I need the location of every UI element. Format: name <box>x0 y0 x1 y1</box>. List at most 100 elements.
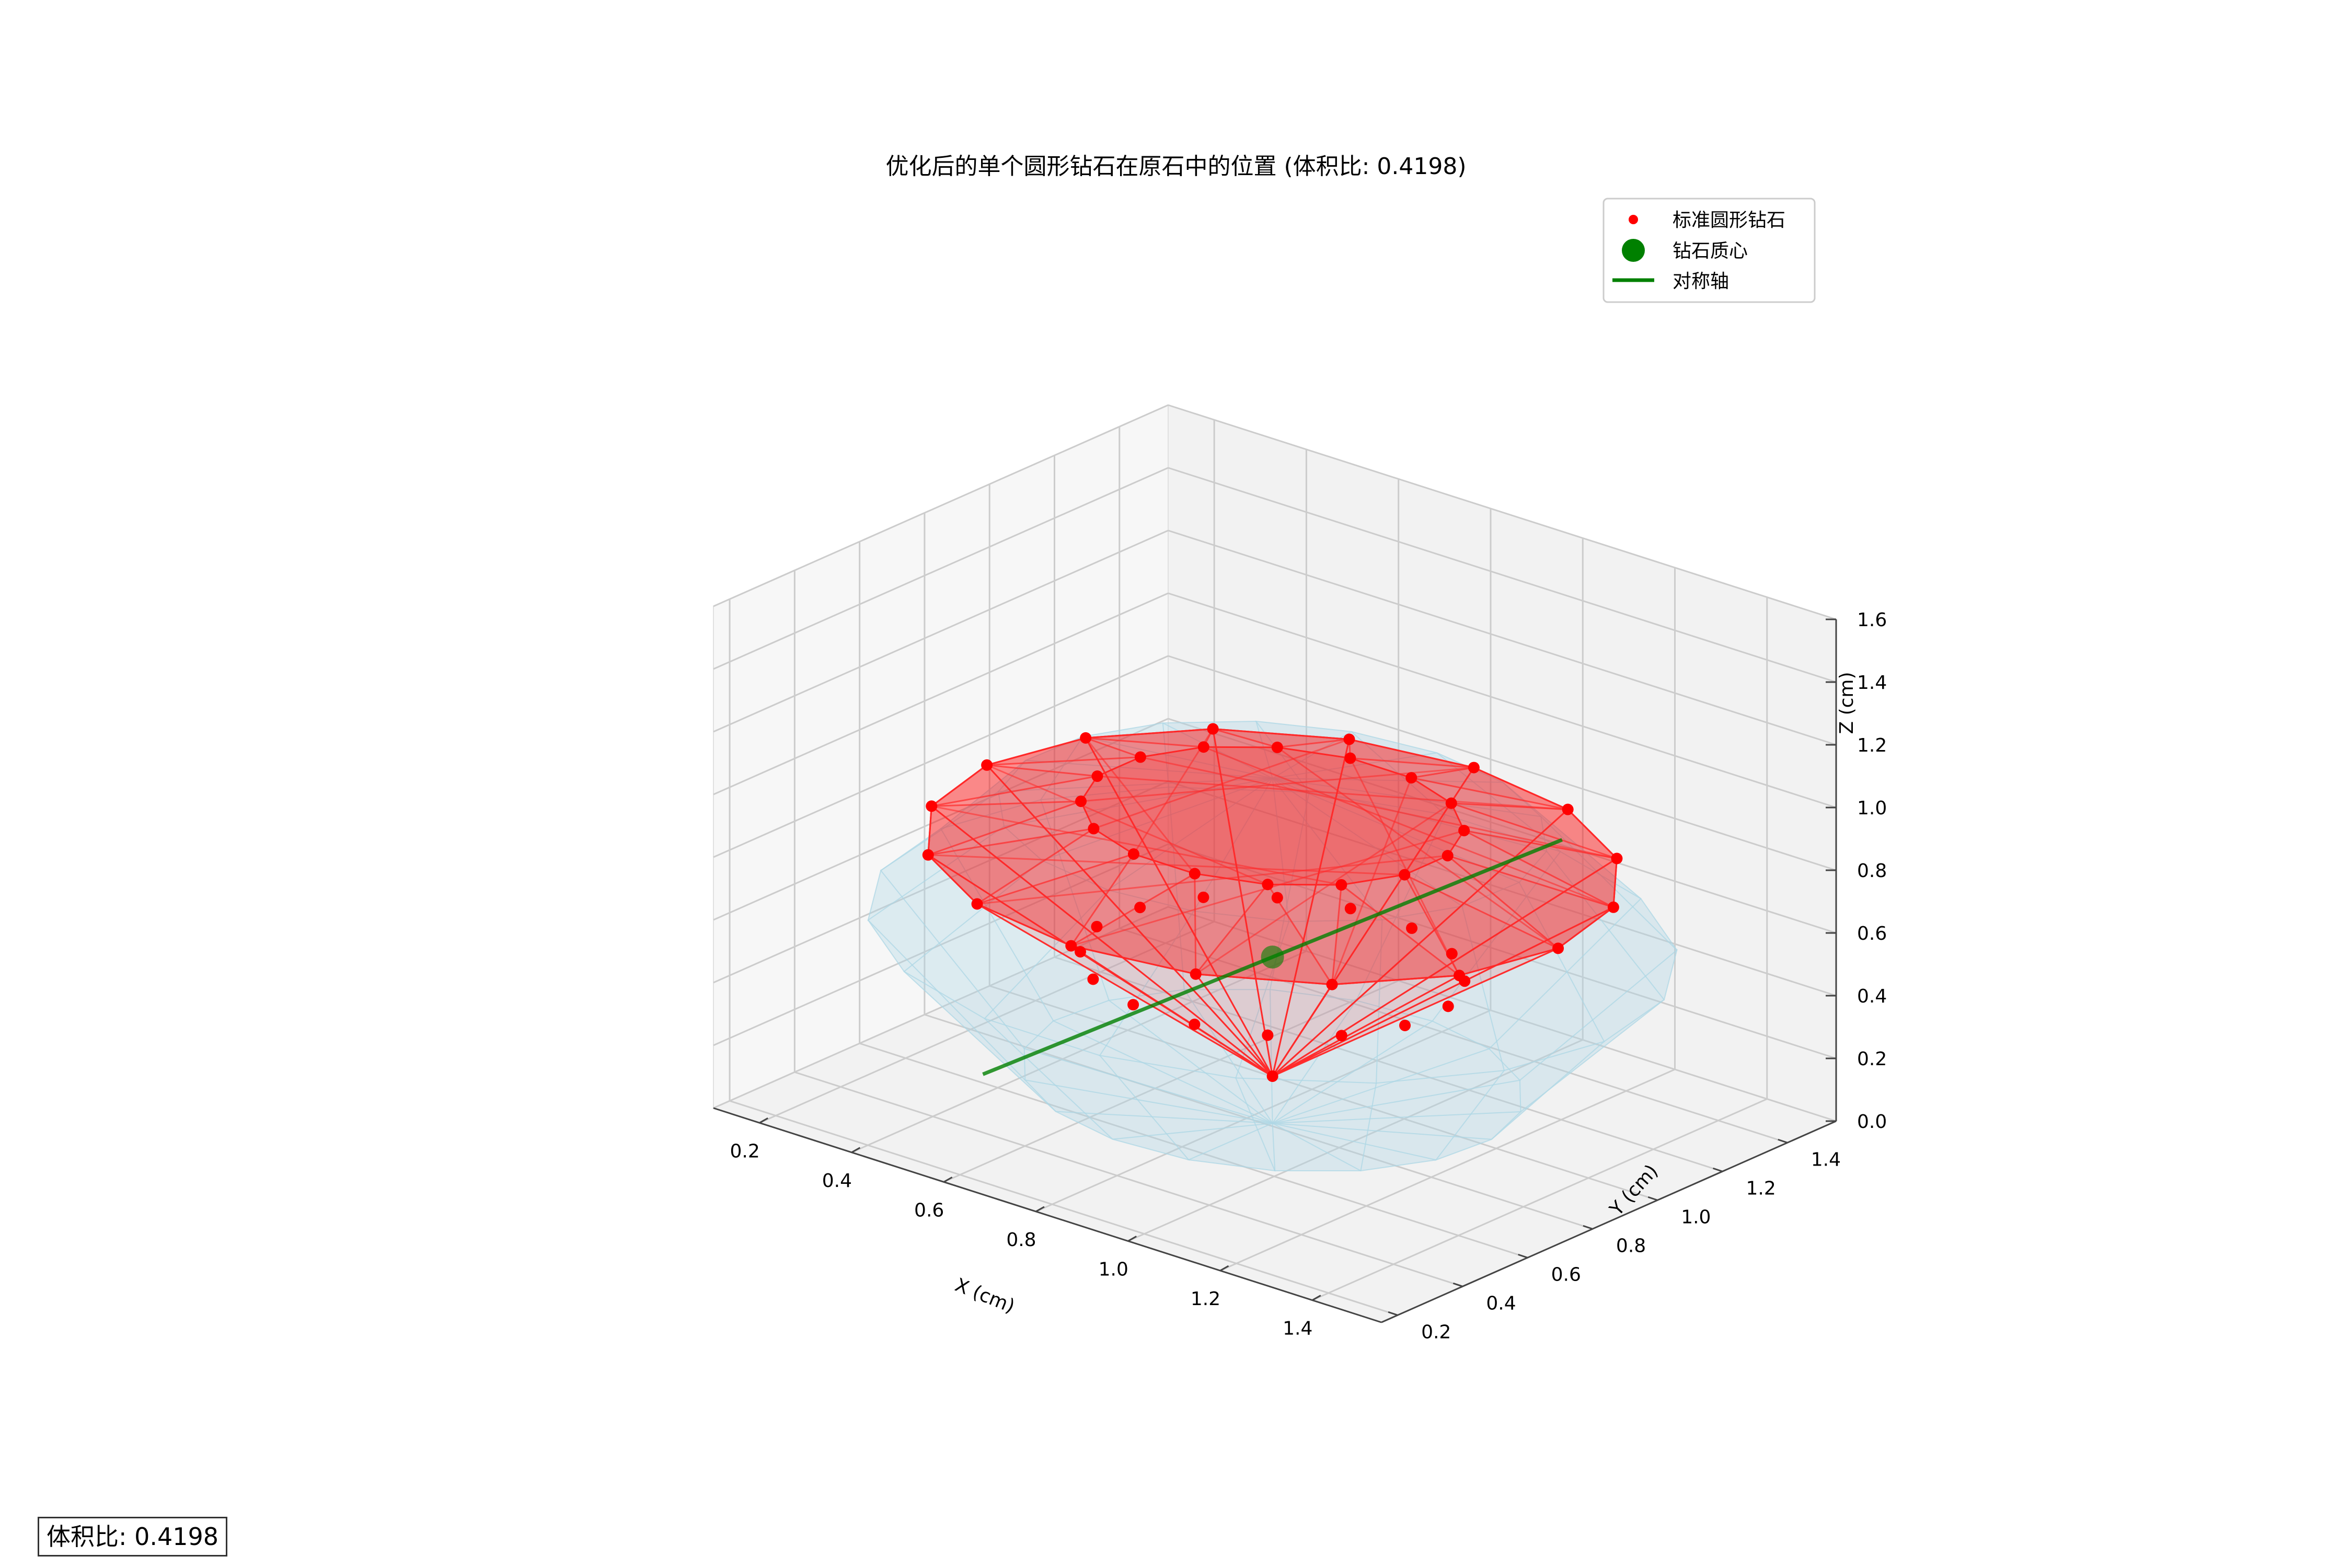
grid-z-back <box>1168 718 1837 934</box>
x-tick <box>759 1117 768 1124</box>
crown-facet <box>1069 872 1197 975</box>
diamond-vertex <box>1552 942 1564 954</box>
diamond-edge <box>986 764 1268 885</box>
diamond-vertex <box>1607 901 1619 913</box>
crown-facet <box>975 852 1136 947</box>
z-tick-label: 1.0 <box>1857 798 1887 819</box>
diamond-vertex <box>1442 1000 1454 1012</box>
diamond-vertex <box>1127 999 1139 1011</box>
crown-facet <box>926 827 1094 905</box>
diamond-vertex <box>1074 946 1086 958</box>
legend: 标准圆形钻石 钻石质心 对称轴 <box>1602 198 1816 303</box>
diamond-vertex <box>1207 723 1219 735</box>
x-tick <box>851 1147 861 1154</box>
z-tick-label: 0.0 <box>1857 1111 1887 1133</box>
z-tick-label: 1.6 <box>1857 609 1887 631</box>
crown-facet <box>927 800 1081 856</box>
grid-z-back <box>1168 404 1837 620</box>
y-tick <box>1647 1196 1658 1201</box>
grid-z-left <box>713 404 1169 607</box>
diamond-vertex <box>1446 948 1458 960</box>
grid-y-floor <box>729 1100 1398 1316</box>
grid-z-back <box>1168 655 1837 871</box>
grid-x-floor <box>1219 1068 1676 1272</box>
diamond-vertex <box>1065 940 1077 952</box>
diamond-vertex <box>1271 741 1283 753</box>
crown-facet <box>1331 883 1462 986</box>
grid-y-floor <box>989 985 1658 1201</box>
diamond-vertex <box>1344 752 1356 764</box>
crown-facet <box>1463 829 1618 909</box>
x-tick-label: 1.2 <box>1191 1288 1220 1310</box>
y-tick <box>1518 1253 1528 1259</box>
y-tick <box>1713 1167 1723 1172</box>
x-tick-label: 1.4 <box>1283 1318 1312 1340</box>
legend-marker-center <box>1622 239 1645 262</box>
y-tick-label: 0.6 <box>1551 1264 1581 1285</box>
z-tick-label: 0.6 <box>1857 923 1887 944</box>
grid-y-floor <box>1054 956 1723 1172</box>
diamond-vertex <box>922 849 934 861</box>
diamond-edge <box>1140 756 1617 859</box>
y-tick-label: 1.0 <box>1681 1206 1711 1228</box>
diamond-vertex <box>926 800 938 812</box>
rough-facet <box>1272 778 1521 907</box>
crown-facet <box>1447 855 1616 950</box>
x-tick-label: 0.4 <box>822 1170 852 1192</box>
grid-z-back <box>1168 467 1837 683</box>
x-axis-line <box>713 1107 1382 1323</box>
diamond-vertex <box>1262 879 1274 891</box>
grid-y-floor <box>1119 927 1788 1144</box>
diamond-vertex <box>1442 850 1454 862</box>
diamond-vertex <box>1458 825 1470 837</box>
diamond-edge <box>1085 737 1195 874</box>
x-tick-label: 0.8 <box>1006 1229 1036 1251</box>
grid-x-floor <box>759 920 1215 1124</box>
diamond-vertex <box>1088 823 1100 835</box>
grid-y-floor <box>924 1013 1593 1230</box>
grid-z-left <box>713 467 1169 670</box>
grid-x-floor <box>1312 1098 1768 1301</box>
grid-z-back <box>1168 843 1837 1059</box>
diamond-vertex <box>1087 973 1099 985</box>
diamond-vertices <box>922 723 1623 1082</box>
diamond-vertex <box>1406 922 1418 934</box>
grid-x-floor <box>1035 1009 1491 1213</box>
x-tick <box>1312 1295 1321 1301</box>
grid-x-floor <box>943 980 1399 1183</box>
z-axis-label: Z (cm) <box>1836 672 1858 734</box>
diamond-vertex <box>1134 902 1146 914</box>
grid-x-floor <box>851 950 1307 1154</box>
grid-z-left <box>713 780 1169 984</box>
x-tick <box>943 1177 953 1183</box>
grid-y-floor <box>859 1042 1528 1259</box>
diamond-vertex <box>1468 762 1480 774</box>
legend-label-axis: 对称轴 <box>1673 271 1729 292</box>
axis-ticks: 0.2 0.4 0.6 0.8 1.0 1.2 1.4 0.2 0.4 0.6 0.8 1.0 1.2 1… <box>713 609 1887 1343</box>
grid-z-left <box>713 718 1169 921</box>
diamond-vertex <box>971 898 983 910</box>
grid-z-back <box>1168 529 1837 746</box>
diamond-edge <box>1331 777 1412 985</box>
diamond-vertex <box>1091 770 1103 782</box>
diamond-vertex <box>1271 892 1283 904</box>
crown-facet <box>1411 767 1569 811</box>
legend-label-center: 钻石质心 <box>1673 240 1748 262</box>
diamond-vertex <box>1189 868 1201 880</box>
diamond-vertex <box>1343 733 1355 745</box>
diamond-vertex <box>1091 920 1103 932</box>
legend-label-diamond: 标准圆形钻石 <box>1673 210 1785 231</box>
grid-z-left <box>713 655 1169 858</box>
x-tick <box>1127 1236 1137 1242</box>
diamond-vertex <box>1326 978 1338 990</box>
y-tick-label: 1.4 <box>1811 1149 1841 1170</box>
y-tick-label: 0.8 <box>1616 1235 1646 1256</box>
x-tick-label: 0.2 <box>730 1140 760 1162</box>
z-tick-label: 1.4 <box>1857 672 1887 694</box>
diamond-vertex <box>981 759 993 771</box>
x-axis-label: X (cm) <box>952 1274 1018 1318</box>
legend-frame <box>1602 198 1816 303</box>
y-tick <box>1388 1311 1398 1316</box>
grid-z-back <box>1168 592 1837 809</box>
diamond-centroid-point <box>1261 946 1284 969</box>
